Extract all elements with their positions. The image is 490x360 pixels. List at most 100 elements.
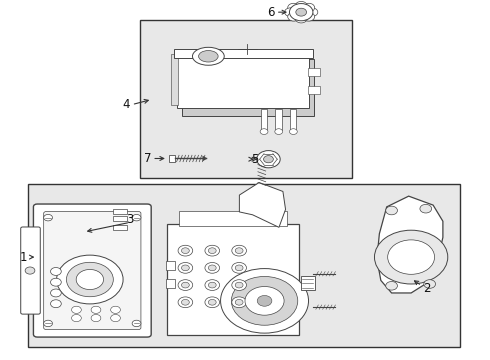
- Circle shape: [288, 3, 299, 12]
- Circle shape: [220, 269, 309, 333]
- Circle shape: [374, 230, 448, 284]
- Circle shape: [288, 13, 299, 21]
- Circle shape: [232, 297, 246, 308]
- Circle shape: [178, 280, 193, 291]
- Circle shape: [67, 262, 113, 297]
- Circle shape: [235, 282, 243, 288]
- Circle shape: [264, 156, 273, 163]
- Circle shape: [91, 306, 101, 314]
- Circle shape: [420, 204, 432, 213]
- Circle shape: [208, 300, 216, 305]
- Circle shape: [295, 1, 307, 10]
- Polygon shape: [377, 196, 443, 293]
- Bar: [308, 68, 320, 76]
- Circle shape: [290, 4, 313, 21]
- Circle shape: [76, 270, 103, 289]
- Bar: [113, 216, 127, 221]
- Circle shape: [235, 265, 243, 271]
- Text: 4: 4: [122, 98, 130, 111]
- Bar: [301, 276, 315, 291]
- Text: 1: 1: [20, 251, 27, 264]
- Circle shape: [208, 282, 216, 288]
- Circle shape: [208, 265, 216, 271]
- Bar: [166, 261, 175, 270]
- Circle shape: [178, 245, 193, 256]
- Circle shape: [275, 129, 283, 134]
- Circle shape: [205, 245, 220, 256]
- Circle shape: [111, 315, 121, 321]
- Circle shape: [235, 300, 243, 305]
- Text: 5: 5: [251, 153, 258, 166]
- Circle shape: [296, 8, 307, 16]
- Circle shape: [50, 267, 61, 275]
- Bar: [275, 109, 282, 130]
- Circle shape: [386, 282, 397, 290]
- Circle shape: [50, 289, 61, 297]
- Text: 2: 2: [423, 282, 431, 295]
- Circle shape: [111, 306, 121, 314]
- Circle shape: [306, 8, 318, 17]
- Bar: [27, 184, 460, 347]
- Polygon shape: [240, 183, 286, 227]
- Circle shape: [232, 280, 246, 291]
- Circle shape: [257, 296, 272, 306]
- Text: 3: 3: [126, 213, 134, 226]
- Circle shape: [205, 262, 220, 273]
- Circle shape: [208, 248, 216, 253]
- Bar: [174, 49, 314, 58]
- Ellipse shape: [198, 50, 218, 62]
- Circle shape: [57, 255, 123, 304]
- Circle shape: [232, 245, 246, 256]
- Bar: [261, 109, 267, 130]
- Circle shape: [181, 300, 189, 305]
- Circle shape: [91, 315, 101, 321]
- Bar: [171, 54, 178, 105]
- Circle shape: [205, 297, 220, 308]
- Circle shape: [132, 215, 141, 221]
- Bar: [169, 155, 175, 162]
- Bar: [167, 224, 299, 335]
- Circle shape: [181, 248, 189, 253]
- Circle shape: [235, 248, 243, 253]
- Text: 7: 7: [144, 152, 151, 165]
- Bar: [166, 279, 175, 288]
- Circle shape: [245, 287, 284, 315]
- Circle shape: [44, 215, 52, 221]
- Bar: [290, 109, 296, 130]
- Circle shape: [386, 206, 397, 215]
- Circle shape: [232, 262, 246, 273]
- Circle shape: [231, 276, 298, 325]
- Circle shape: [44, 320, 52, 327]
- Circle shape: [303, 13, 315, 21]
- Bar: [182, 59, 315, 116]
- Bar: [113, 209, 127, 214]
- Circle shape: [424, 280, 436, 288]
- Circle shape: [72, 306, 81, 314]
- Circle shape: [132, 320, 141, 327]
- Circle shape: [295, 14, 307, 23]
- Bar: [140, 21, 352, 178]
- Circle shape: [25, 267, 35, 274]
- FancyBboxPatch shape: [21, 227, 40, 314]
- Circle shape: [290, 129, 297, 134]
- Bar: [179, 211, 287, 226]
- Circle shape: [50, 300, 61, 308]
- FancyBboxPatch shape: [44, 212, 141, 329]
- Text: 6: 6: [267, 6, 274, 19]
- Circle shape: [205, 280, 220, 291]
- Circle shape: [303, 3, 315, 12]
- Bar: [176, 51, 309, 108]
- Circle shape: [178, 262, 193, 273]
- Bar: [308, 86, 320, 94]
- Circle shape: [285, 8, 296, 17]
- Circle shape: [178, 297, 193, 308]
- Bar: [113, 225, 127, 230]
- Ellipse shape: [193, 47, 224, 65]
- Circle shape: [50, 278, 61, 286]
- FancyBboxPatch shape: [33, 204, 151, 337]
- Circle shape: [72, 315, 81, 321]
- Circle shape: [260, 129, 268, 134]
- Circle shape: [257, 150, 280, 168]
- Polygon shape: [202, 156, 207, 161]
- Circle shape: [181, 282, 189, 288]
